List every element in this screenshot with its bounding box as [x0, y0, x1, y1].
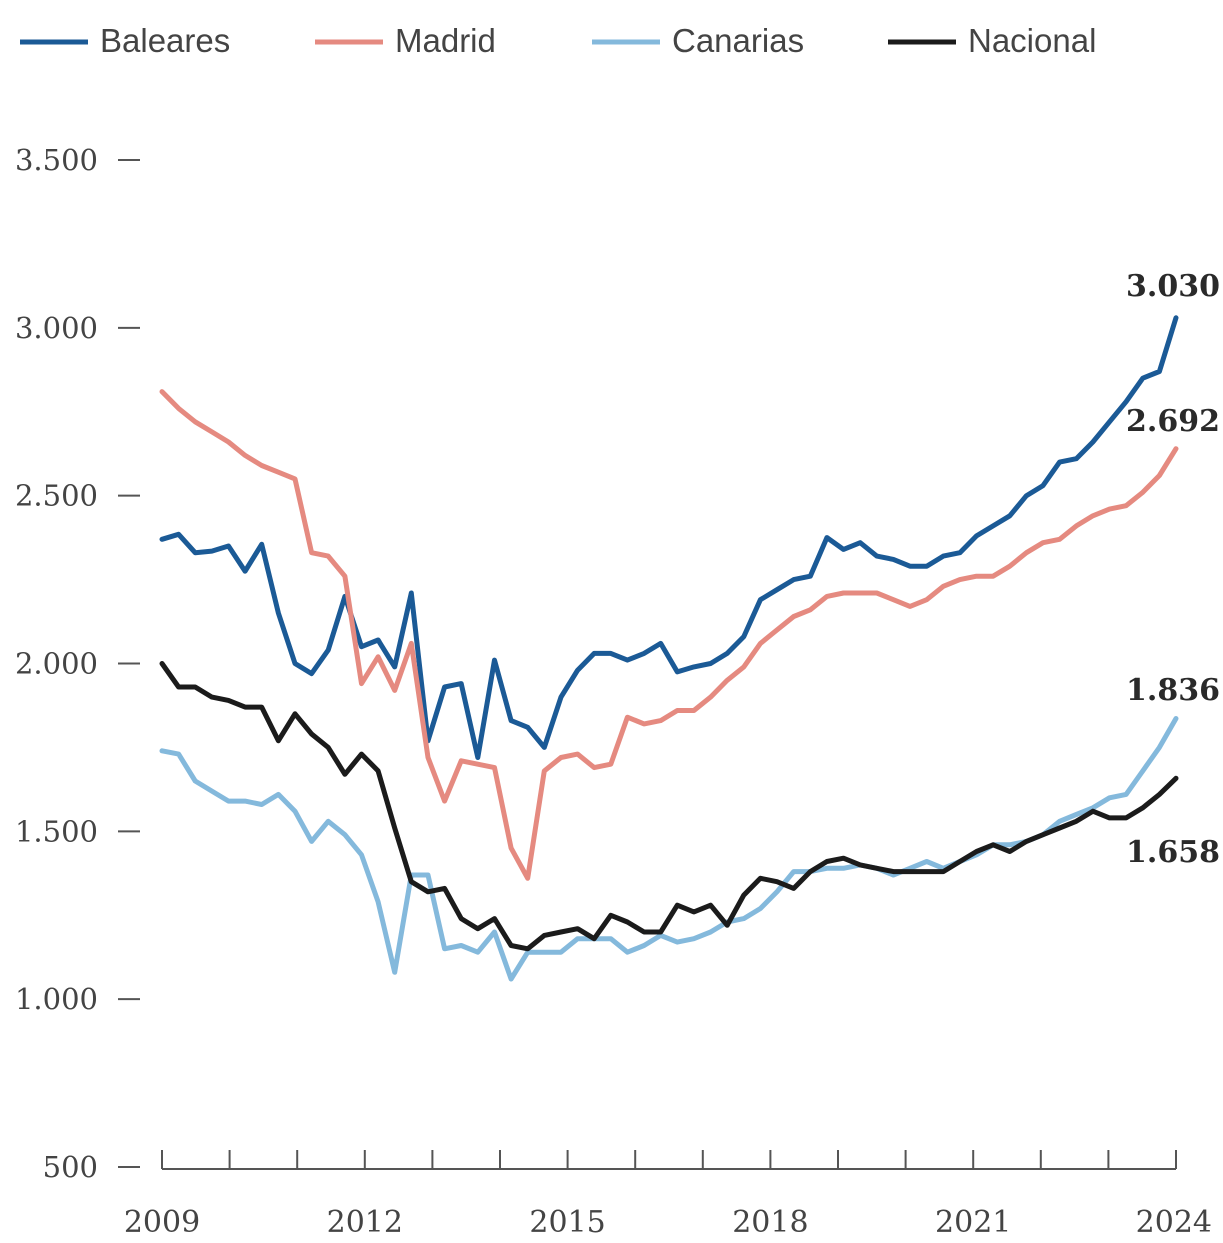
end-label-nacional: 1.658 [1126, 835, 1220, 870]
end-label-baleares: 3.030 [1126, 269, 1220, 304]
legend-item-nacional: Nacional [888, 22, 1096, 59]
end-label-madrid: 2.692 [1126, 404, 1220, 439]
x-tick-label: 2021 [935, 1205, 1011, 1240]
y-tick-label: 500 [43, 1150, 98, 1184]
y-tick-label: 1.000 [15, 982, 98, 1016]
y-tick-label: 3.000 [15, 311, 98, 345]
end-value-labels: 3.030 2.692 1.836 1.658 [1126, 269, 1220, 870]
y-tick-label: 1.500 [15, 814, 98, 848]
x-axis: 2009 2012 2015 2018 2021 2024 [124, 1150, 1212, 1240]
legend-item-baleares: Baleares [20, 22, 230, 59]
y-tick-label: 3.500 [15, 143, 98, 177]
legend-label: Nacional [968, 22, 1096, 59]
y-tick-label: 2.000 [15, 647, 98, 681]
y-tick-label: 2.500 [15, 479, 98, 513]
legend-label: Baleares [100, 22, 230, 59]
legend-label: Canarias [672, 22, 804, 59]
x-tick-label: 2009 [124, 1205, 200, 1240]
legend-item-madrid: Madrid [315, 22, 496, 59]
series-line-madrid [159, 389, 1179, 881]
series-line-canarias [159, 716, 1179, 982]
end-label-canarias: 1.836 [1126, 673, 1220, 708]
series-line-baleares [159, 315, 1179, 760]
series-line-nacional [159, 661, 1179, 952]
legend-item-canarias: Canarias [592, 22, 804, 59]
x-tick-label: 2015 [529, 1205, 605, 1240]
x-tick-label: 2018 [732, 1205, 808, 1240]
x-tick-label: 2024 [1136, 1205, 1212, 1240]
legend-label: Madrid [395, 22, 496, 59]
y-axis: 500 1.000 1.500 2.000 2.500 3.000 3.500 [15, 143, 140, 1184]
chart-legend: Baleares Madrid Canarias Nacional [20, 22, 1096, 59]
series-lines [159, 315, 1179, 982]
x-tick-label: 2012 [327, 1205, 403, 1240]
